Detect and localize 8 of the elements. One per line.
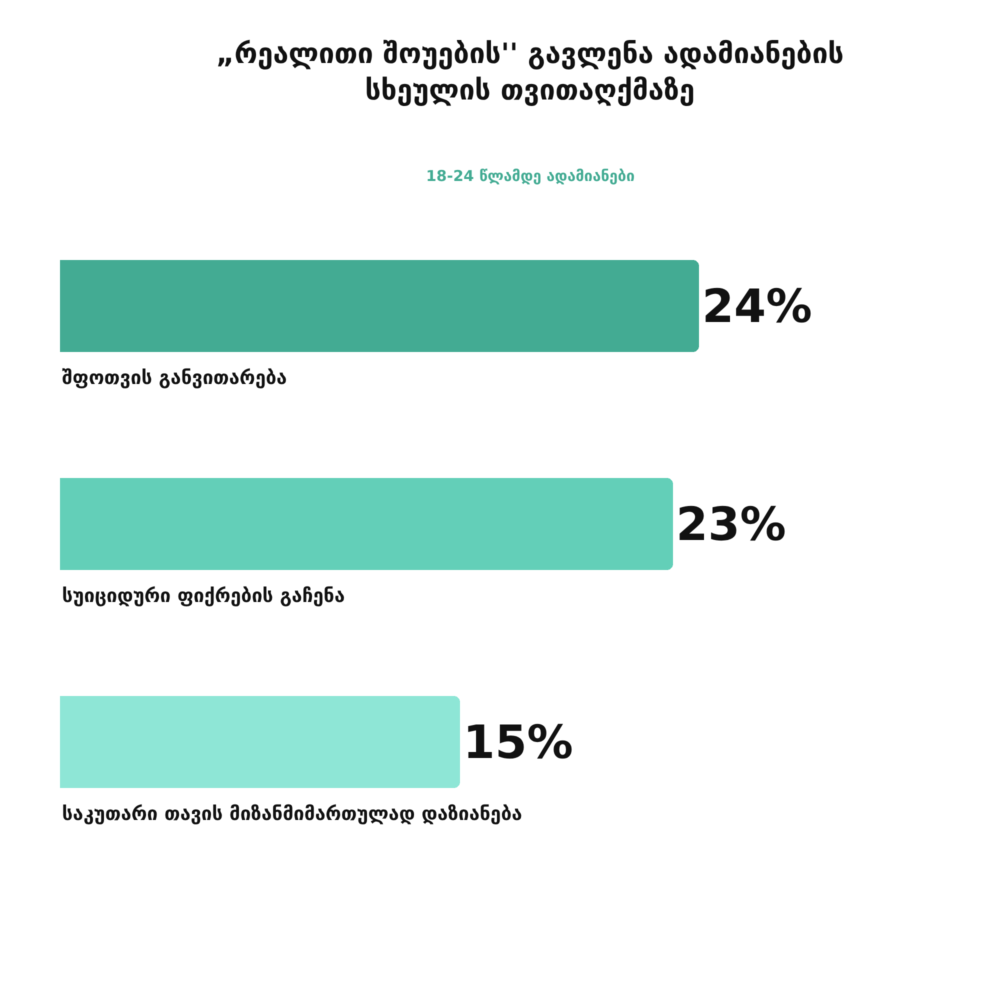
data-label: 23%	[676, 497, 786, 551]
y-tick-label: სუიციდური ფიქრების გაჩენა	[62, 585, 345, 607]
chart-subtitle: 18-24 წლამდე ადამიანები	[426, 167, 635, 185]
data-label: 15%	[463, 715, 574, 769]
data-label: 24%	[702, 279, 812, 333]
y-tick-label: შფოთვის განვითარება	[62, 367, 287, 389]
y-tick-label: საკუთარი თავის მიზანმიმართულად დაზიანება	[62, 803, 522, 825]
chart-title: „რეალითი შოუების'' გავლენა ადამიანების სხეულის თვითაღქმაზე	[216, 37, 844, 106]
